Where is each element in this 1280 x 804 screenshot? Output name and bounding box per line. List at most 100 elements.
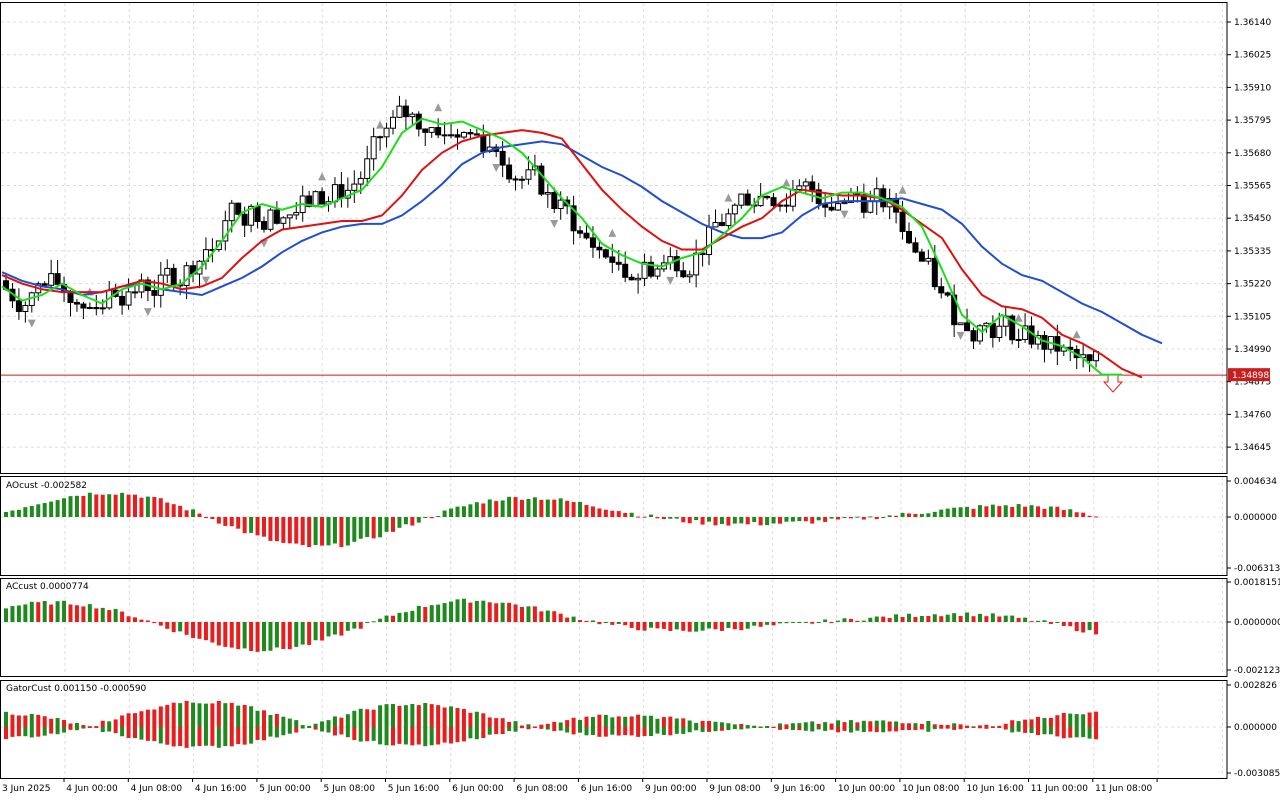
candle-bull	[867, 201, 874, 213]
osc-bar	[623, 512, 628, 517]
osc-bar	[23, 507, 28, 517]
candle-bull	[693, 252, 700, 276]
osc-bar	[913, 513, 918, 517]
osc-bar	[371, 517, 376, 539]
fractal-down-icon	[956, 331, 965, 340]
candle-bull	[712, 222, 719, 228]
gator-upper-bar	[726, 723, 731, 727]
osc-bar	[16, 605, 21, 622]
osc-bar	[55, 500, 60, 517]
gator-upper-bar	[1068, 713, 1073, 727]
osc-bar	[242, 622, 247, 649]
gator-lower-bar	[532, 727, 537, 728]
gator-upper-bar	[668, 716, 673, 727]
candle-bull	[835, 203, 842, 211]
osc-bar	[49, 501, 54, 517]
osc-bar	[752, 622, 757, 626]
gator-upper-bar	[558, 722, 563, 727]
gator-lower-bar	[320, 727, 325, 732]
osc-bar	[68, 496, 73, 517]
gator-lower-bar	[674, 727, 679, 734]
gator-upper-bar	[236, 705, 241, 727]
osc-bar	[429, 605, 434, 622]
osc-bar	[358, 622, 363, 629]
osc-bar	[707, 622, 712, 629]
gator-upper-bar	[81, 725, 86, 727]
osc-bar	[1029, 621, 1034, 623]
osc-bar	[707, 517, 712, 522]
gator-lower-bar	[894, 727, 899, 732]
candle-bull	[364, 158, 371, 179]
osc-bar	[133, 617, 137, 622]
gator-lower-bar	[636, 727, 641, 737]
osc-bar	[990, 504, 995, 517]
gator-lower-bar	[513, 727, 518, 732]
gator-lower-bar	[474, 727, 479, 740]
gator-upper-bar	[984, 724, 989, 727]
gator-lower-bar	[507, 727, 512, 732]
gator-upper-bar	[397, 705, 402, 727]
gator-lower-bar	[881, 727, 886, 733]
panel-frame	[0, 476, 1228, 576]
osc-bar	[74, 605, 79, 622]
osc-bar	[365, 517, 370, 538]
gator-lower-bar	[629, 727, 634, 736]
gator-upper-bar	[655, 718, 660, 727]
gator-upper-bar	[442, 707, 447, 727]
osc-bar	[842, 517, 847, 518]
osc-bar	[229, 622, 234, 648]
candle-bear	[170, 267, 177, 286]
candle-bear	[648, 261, 654, 277]
candle-bull	[228, 202, 235, 222]
gator-upper-bar	[229, 702, 234, 727]
gator-upper-bar	[165, 704, 170, 727]
osc-bar	[294, 622, 299, 647]
candle-bull	[557, 199, 564, 209]
gator-lower-bar	[1016, 727, 1021, 732]
gator-upper-bar	[365, 709, 370, 727]
osc-bar	[29, 505, 34, 517]
gator-lower-bar	[965, 727, 970, 729]
gator-lower-bar	[829, 727, 834, 730]
gator-lower-bar	[87, 727, 92, 728]
gator-lower-bar	[571, 727, 576, 735]
osc-bar	[423, 517, 428, 518]
fractal-up-icon	[782, 178, 791, 187]
gator-upper-bar	[42, 716, 47, 727]
osc-bar	[378, 517, 383, 538]
osc-bar	[216, 517, 221, 524]
gator-lower-bar	[668, 727, 673, 736]
osc-bar	[436, 604, 441, 622]
osc-bar	[1055, 506, 1060, 517]
osc-bar	[816, 622, 821, 623]
candle-bear	[377, 136, 384, 139]
gator-lower-bar	[526, 727, 531, 730]
osc-bar	[623, 622, 628, 626]
gator-upper-bar	[532, 726, 537, 728]
gator-lower-bar	[391, 727, 395, 746]
gator-lower-bar	[1061, 727, 1066, 739]
gator-lower-bar	[1042, 727, 1047, 735]
gator-lower-bar	[874, 727, 879, 733]
osc-bar	[474, 502, 479, 517]
gator-lower-bar	[81, 727, 86, 729]
gator-lower-bar	[945, 727, 950, 729]
gator-upper-bar	[152, 709, 157, 727]
osc-bar	[1042, 620, 1047, 622]
candle-bull	[738, 193, 745, 206]
gator-lower-bar	[339, 727, 344, 735]
osc-tick-label: -0.0021231	[1234, 666, 1280, 676]
candle-bear	[441, 134, 448, 137]
gator-upper-bar	[49, 718, 54, 727]
gator-lower-bar	[552, 727, 557, 732]
osc-bar	[958, 616, 963, 622]
gator-upper-bar	[1042, 717, 1047, 727]
candle-bear	[54, 273, 61, 285]
gator-lower-bar	[203, 727, 208, 746]
gator-lower-bar	[1087, 727, 1092, 739]
gator-upper-bar	[416, 705, 421, 727]
candle-bull	[370, 136, 377, 160]
candle-bull	[796, 185, 803, 191]
